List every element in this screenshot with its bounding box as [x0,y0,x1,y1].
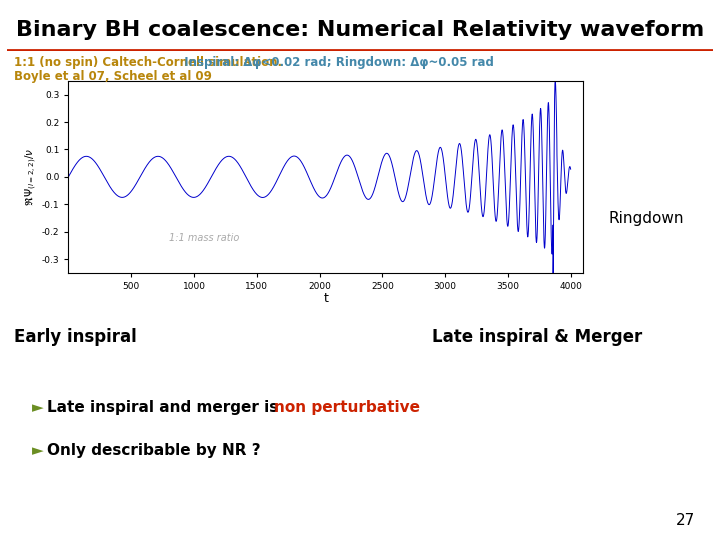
Text: Ringdown: Ringdown [608,211,684,226]
Text: Binary BH coalescence: Numerical Relativity waveform: Binary BH coalescence: Numerical Relativ… [16,19,704,40]
X-axis label: t: t [323,292,328,305]
Text: ►: ► [32,443,44,458]
Text: Inspiral: Δφ<0.02 rad; Ringdown: Δφ~0.05 rad: Inspiral: Δφ<0.02 rad; Ringdown: Δφ~0.05… [176,56,494,69]
Text: 1:1 (no spin) Caltech-Cornell simulation.: 1:1 (no spin) Caltech-Cornell simulation… [14,56,282,69]
Text: Boyle et al 07, Scheel et al 09: Boyle et al 07, Scheel et al 09 [14,70,212,83]
Text: 27: 27 [675,513,695,528]
Text: Late inspiral and merger is: Late inspiral and merger is [47,400,283,415]
Y-axis label: $\mathfrak{R}\Psi_{(l=2,2)}/\nu$: $\mathfrak{R}\Psi_{(l=2,2)}/\nu$ [24,148,39,206]
Text: non perturbative: non perturbative [274,400,420,415]
Text: Late inspiral & Merger: Late inspiral & Merger [432,328,642,347]
Text: ►: ► [32,400,44,415]
Text: 1:1 mass ratio: 1:1 mass ratio [169,233,239,243]
Text: Only describable by NR ?: Only describable by NR ? [47,443,261,458]
Text: Early inspiral: Early inspiral [14,328,137,347]
